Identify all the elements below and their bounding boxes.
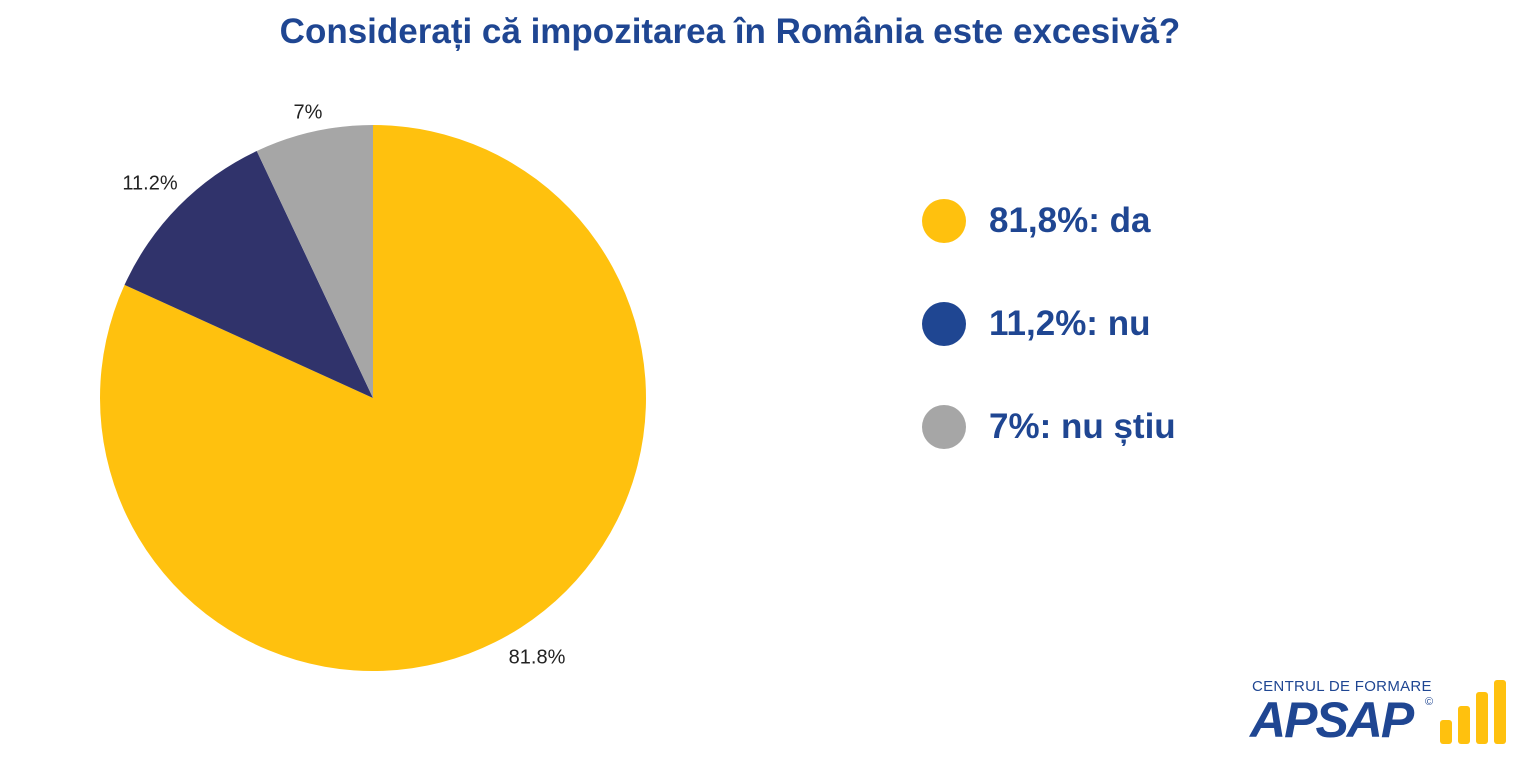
- pie-data-label: 81.8%: [509, 646, 566, 668]
- logo-subtitle: CENTRUL DE FORMARE: [1252, 678, 1432, 695]
- bar-chart-logo-icon: [1440, 680, 1506, 744]
- logo-wordmark: APSAP: [1250, 692, 1414, 748]
- pie-slice-nu: [124, 150, 373, 398]
- chart-title: Considerați că impozitarea în România es…: [279, 12, 1181, 51]
- legend-label: 11,2%: nu: [989, 304, 1151, 343]
- legend-item-da: 81,8%: da: [922, 198, 1176, 244]
- legend-item-nu: 11,2%: nu: [922, 301, 1176, 347]
- legend-swatch: [922, 302, 966, 346]
- legend-swatch: [922, 199, 966, 243]
- pie-slice-da: [99, 125, 646, 671]
- pie-data-label: 11.2%: [122, 172, 177, 194]
- pie-slice-nu-știu: [256, 125, 373, 398]
- pie-data-label: 7%: [294, 101, 323, 123]
- legend-item-nu-stiu: 7%: nu știu: [922, 404, 1176, 450]
- legend-label: 7%: nu știu: [989, 407, 1176, 446]
- legend-swatch: [922, 405, 966, 449]
- apsap-logo: CENTRUL DE FORMARE APSAP ©: [1250, 676, 1510, 748]
- legend-label: 81,8%: da: [989, 201, 1151, 240]
- logo-copyright: ©: [1425, 696, 1434, 708]
- legend: 81,8%: da 11,2%: nu 7%: nu știu: [922, 198, 1176, 507]
